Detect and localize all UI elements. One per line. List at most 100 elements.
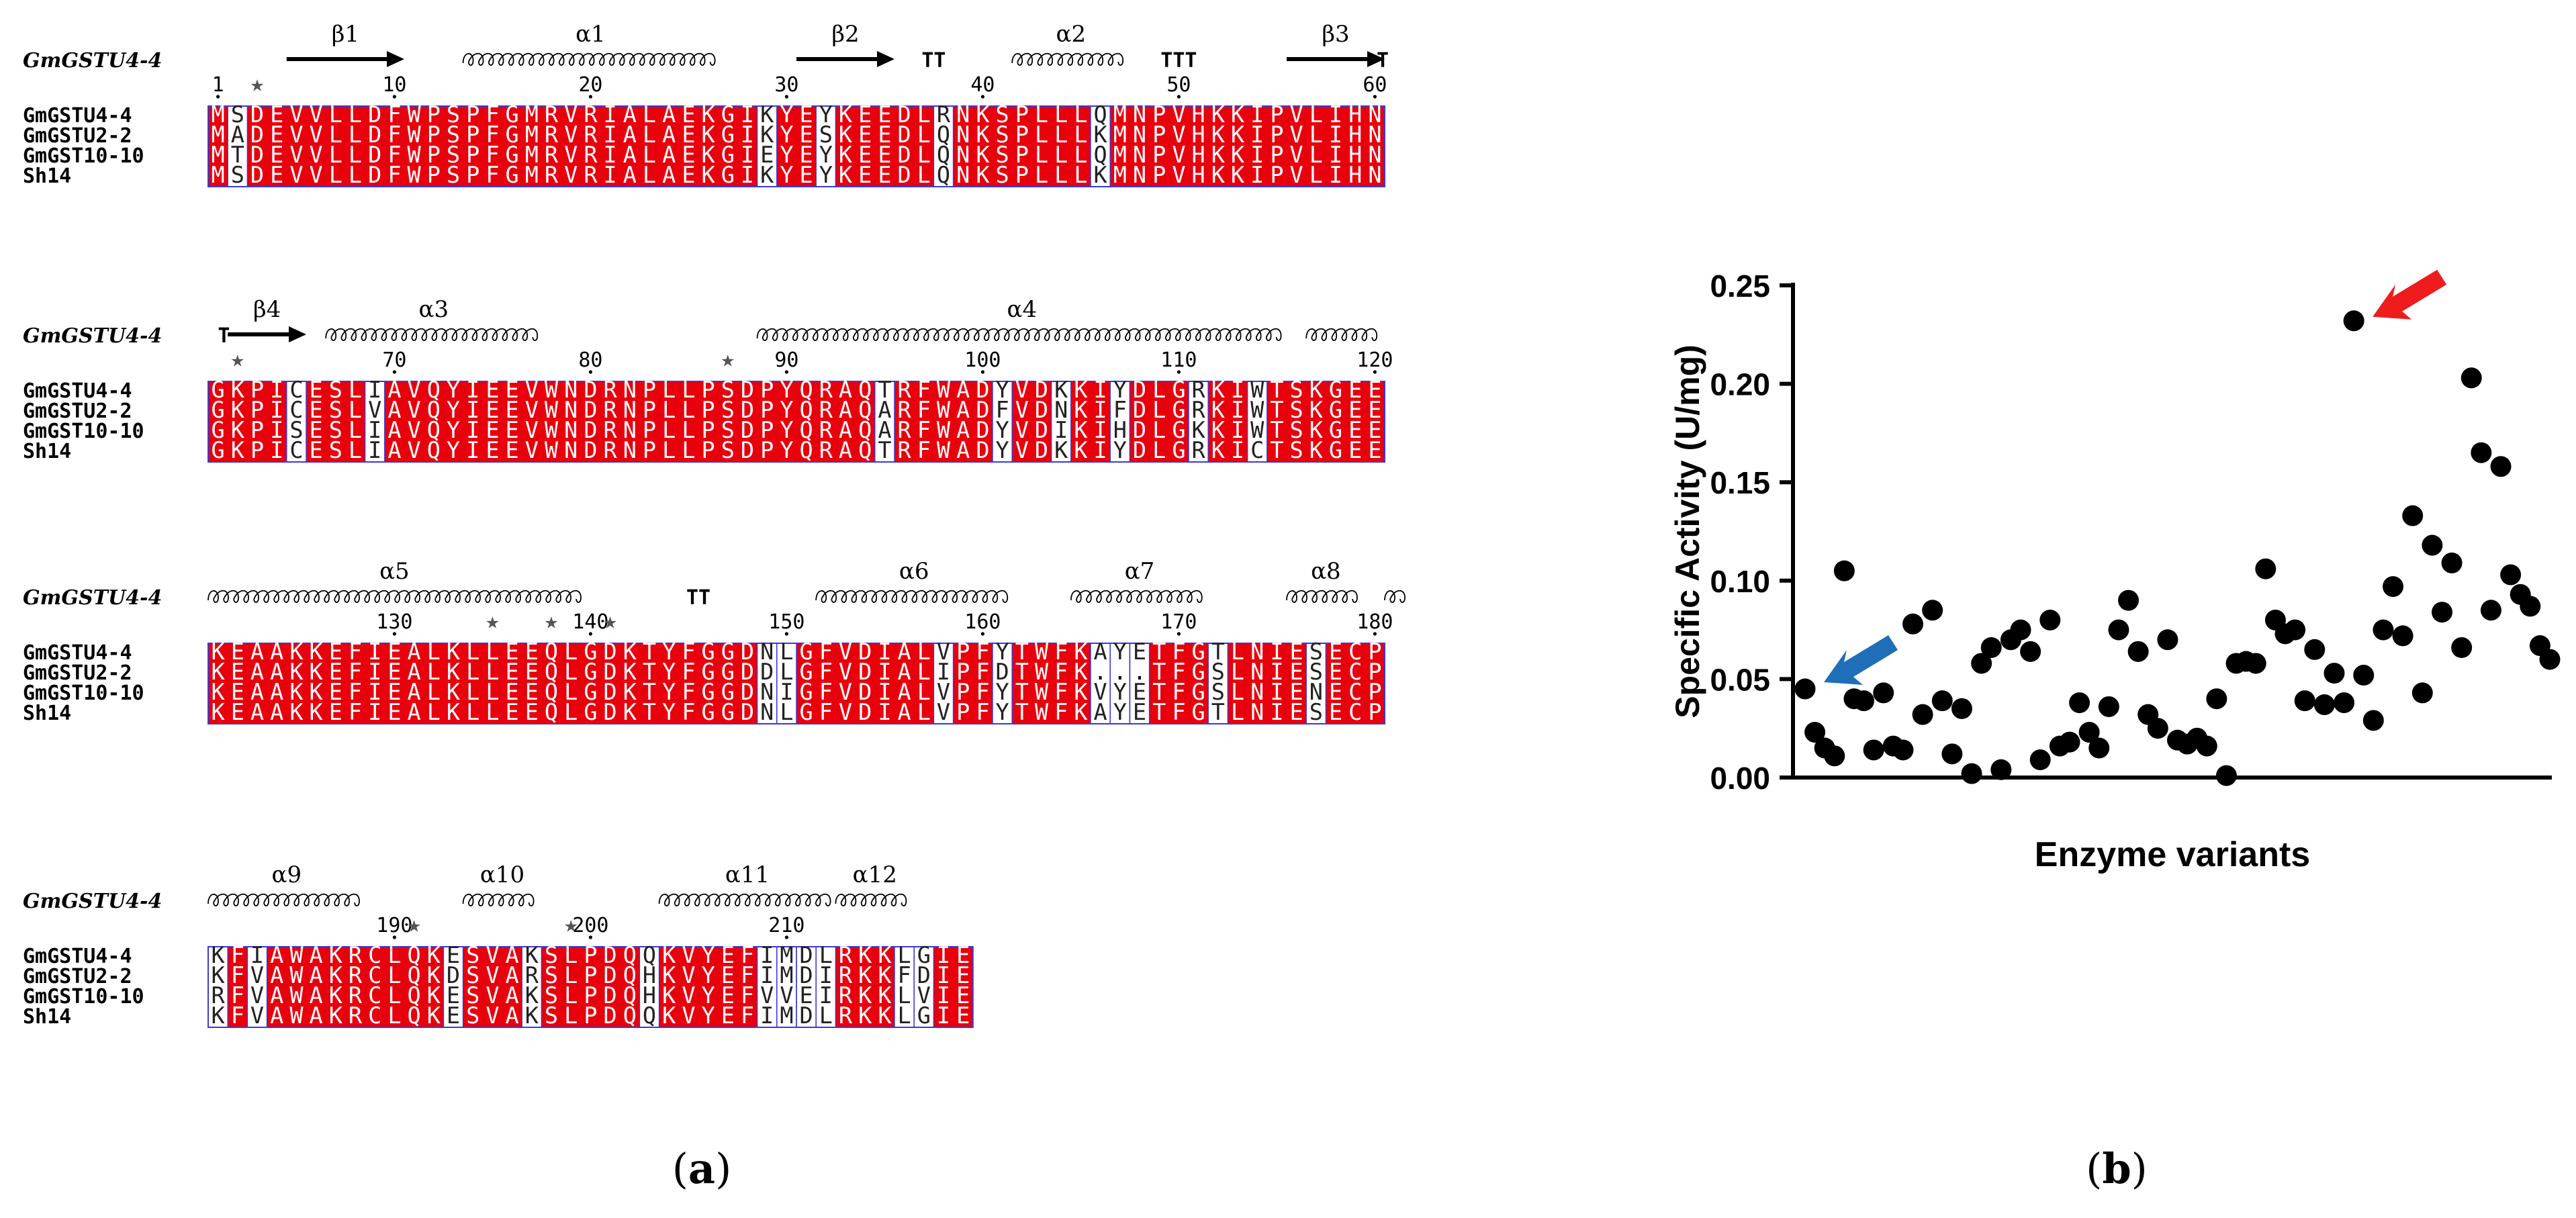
residue: E <box>878 162 891 188</box>
residue: K <box>1211 397 1226 423</box>
catalytic-star-icon: ★ <box>407 911 420 938</box>
conserved-block <box>541 947 640 1027</box>
residue: D <box>1035 397 1048 423</box>
residue: K <box>662 982 676 1009</box>
turn-label: T <box>218 324 230 348</box>
residue: E <box>721 1002 735 1029</box>
residue: P <box>1270 122 1283 148</box>
residue: N <box>1250 679 1264 705</box>
residue: W <box>545 377 559 403</box>
residue: E <box>1290 639 1303 665</box>
residue: N <box>1133 162 1146 188</box>
residue: P <box>702 397 715 423</box>
ss-label: α7 <box>1125 558 1155 585</box>
residue: L <box>1074 122 1087 148</box>
residue: E <box>1368 397 1381 423</box>
y-axis-label: Specific Activity (U/mg) <box>1669 344 1706 718</box>
residue-tick <box>784 935 788 939</box>
residue: V <box>486 942 499 968</box>
residue: Y <box>702 962 715 988</box>
residue: H <box>643 982 656 1009</box>
residue: I <box>270 417 283 443</box>
data-point <box>1912 704 1933 725</box>
residue: S <box>466 1002 479 1029</box>
residue: Q <box>937 162 950 188</box>
residue: Y <box>447 397 460 423</box>
residue: F <box>486 101 499 128</box>
residue: T <box>1270 377 1283 403</box>
residue: F <box>682 659 695 685</box>
residue-number: 210 <box>768 914 804 937</box>
residue: K <box>1309 377 1324 403</box>
residue: D <box>858 659 872 685</box>
data-point <box>2500 564 2522 585</box>
residue: C <box>289 377 303 403</box>
residue: L <box>1152 437 1166 463</box>
data-point <box>1804 722 1826 743</box>
residue: F <box>1113 397 1127 423</box>
data-point <box>2402 505 2424 526</box>
residue: V <box>1290 162 1303 188</box>
residue: Y <box>662 659 676 685</box>
residue: L <box>387 942 401 968</box>
residue: L <box>564 659 578 685</box>
residue: S <box>1309 639 1323 665</box>
residue: M <box>525 142 539 168</box>
variable-column <box>521 946 543 1028</box>
residue: V <box>839 699 852 725</box>
residue: I <box>368 699 381 725</box>
data-point <box>2383 576 2404 598</box>
residue: Q <box>545 639 558 665</box>
residue: A <box>956 417 970 443</box>
residue: P <box>643 417 656 443</box>
residue: F <box>231 982 244 1009</box>
residue: V <box>310 101 323 128</box>
residue: I <box>878 699 891 725</box>
residue-tick <box>980 370 984 374</box>
residue: F <box>976 699 989 725</box>
beta-strand-arrowhead <box>1367 51 1385 67</box>
residue: L <box>349 162 362 188</box>
residue: D <box>898 142 911 168</box>
residue: N <box>1250 639 1264 665</box>
residue: N <box>564 417 578 443</box>
residue: G <box>721 162 735 188</box>
residue: C <box>368 942 381 968</box>
residue: D <box>741 699 754 725</box>
residue: I <box>1270 699 1283 725</box>
residue: L <box>329 162 342 188</box>
residue: S <box>1290 397 1303 423</box>
residue: S <box>447 101 460 128</box>
residue: I <box>1250 162 1264 188</box>
residue: A <box>898 679 911 705</box>
residue: P <box>956 679 970 705</box>
data-point <box>1941 743 1963 765</box>
residue: L <box>466 679 479 705</box>
residue: G <box>800 639 813 665</box>
residue: D <box>604 699 617 725</box>
residue: D <box>741 659 754 685</box>
residue: N <box>956 122 970 148</box>
residue: G <box>1329 397 1342 423</box>
reference-title: GmGSTU4-4 <box>23 890 162 913</box>
data-point <box>2285 619 2306 641</box>
residue: K <box>878 1002 892 1029</box>
residue: L <box>682 397 695 423</box>
conserved-block <box>1130 381 1189 462</box>
residue: F <box>898 962 911 988</box>
residue: F <box>819 699 833 725</box>
residue: L <box>564 699 578 725</box>
residue: S <box>996 162 1009 188</box>
residue: S <box>329 417 342 443</box>
turn-label: T <box>1377 49 1389 73</box>
residue: E <box>1348 417 1362 443</box>
data-point <box>2334 692 2355 714</box>
residue: P <box>250 417 264 443</box>
residue: K <box>329 962 343 988</box>
residue: S <box>447 122 460 148</box>
residue: L <box>917 162 931 188</box>
residue: A <box>956 377 970 403</box>
residue: R <box>839 942 853 968</box>
residue: K <box>447 639 461 665</box>
residue: I <box>760 962 774 988</box>
